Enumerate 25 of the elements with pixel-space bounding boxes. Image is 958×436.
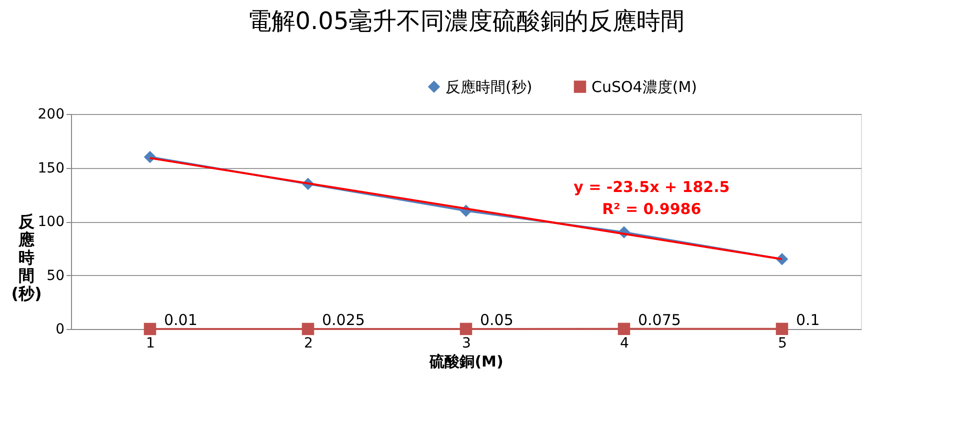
- point: [618, 322, 630, 336]
- annotation: y = -23.5x + 182.5: [574, 178, 730, 196]
- x-tick-label: 2: [304, 336, 313, 352]
- data-label: 0.01: [164, 310, 198, 329]
- data-label: 0.05: [480, 310, 514, 329]
- point: [302, 322, 314, 336]
- point: [460, 322, 472, 336]
- x-tick-label: 4: [620, 336, 630, 352]
- legend-label: 反應時間(秒): [446, 78, 532, 96]
- point: [144, 322, 156, 336]
- chart-title: 電解0.05毫升不同濃度硫酸銅的反應時間: [247, 7, 685, 35]
- x-tick-label: 5: [778, 336, 787, 352]
- y-tick-label: 150: [38, 160, 64, 176]
- data-label: 0.025: [322, 310, 365, 329]
- y-tick-label: 200: [38, 106, 64, 122]
- y-tick-label: 0: [56, 322, 64, 338]
- data-label: 0.075: [638, 310, 681, 329]
- point: [776, 322, 788, 336]
- x-tick-label: 3: [462, 336, 471, 352]
- x-tick-label: 1: [146, 336, 155, 352]
- x-axis-title: 硫酸銅(M): [428, 352, 504, 370]
- y-tick-label: 50: [46, 268, 64, 284]
- data-label: 0.1: [796, 310, 820, 329]
- legend-label: CuSO4濃度(M): [592, 78, 697, 96]
- annotation: R² = 0.9986: [602, 200, 702, 218]
